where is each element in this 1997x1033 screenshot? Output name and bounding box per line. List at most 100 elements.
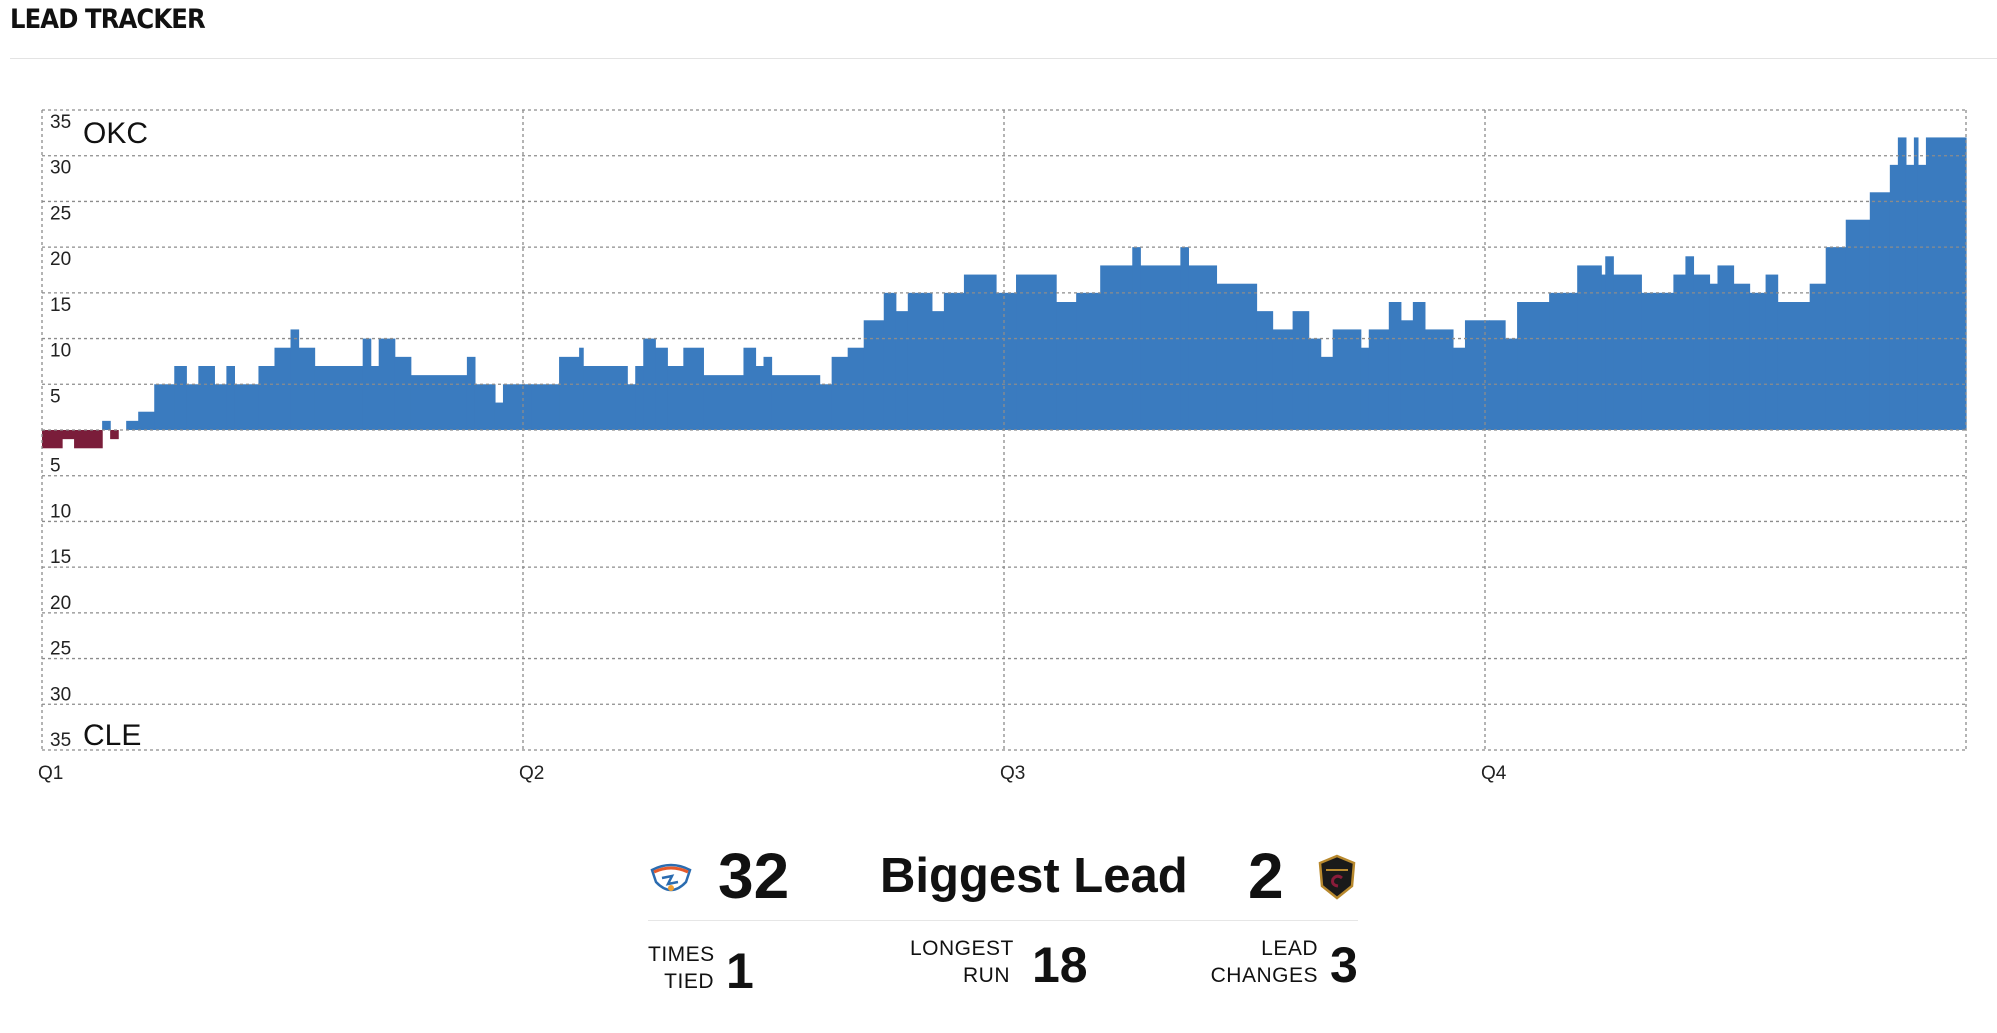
lead-segment-away: [62, 430, 75, 440]
lead-segment-home: [1889, 164, 1899, 431]
lead-segment-home: [1489, 320, 1506, 430]
y-tick-label: 35: [50, 112, 71, 133]
lead-segment-home: [378, 338, 396, 430]
lead-segment-home: [1332, 329, 1362, 430]
lead-changes-value: 3: [1330, 937, 1358, 993]
lead-segment-home: [1368, 329, 1390, 430]
times-tied-label: TIMES TIED: [648, 943, 715, 993]
y-tick-label: 30: [50, 684, 71, 705]
lead-segment-home: [655, 347, 668, 430]
title-divider: [10, 58, 1997, 59]
y-tick-label: 5: [50, 456, 61, 477]
lead-segment-home: [1360, 347, 1370, 430]
biggest-lead-label: Biggest Lead: [880, 849, 1188, 903]
lead-segment-home: [907, 292, 933, 430]
lead-segment-home: [667, 366, 684, 430]
lead-segment-home: [1400, 320, 1414, 430]
lead-segment-home: [943, 292, 965, 430]
y-tick-label: 15: [50, 295, 71, 316]
lead-segment-home: [627, 384, 636, 430]
lead-segment-home: [198, 366, 215, 430]
x-tick-label: Q4: [1481, 763, 1507, 784]
lead-segment-home: [1076, 292, 1101, 430]
lead-segment-home: [226, 366, 235, 430]
biggest-lead-away: 2: [1248, 840, 1284, 912]
lead-segment-home: [1016, 274, 1057, 430]
lead-segment-home: [298, 347, 316, 430]
game-stats: 32 Biggest Lead 2 TIMES TIED 1 LONGEST R…: [648, 836, 1358, 1001]
lead-segment-home: [1777, 302, 1811, 430]
y-tick-label: 5: [50, 386, 61, 407]
lead-segment-home: [1693, 274, 1711, 430]
lead-segment-home: [771, 375, 821, 430]
x-tick-label: Q1: [38, 763, 63, 784]
page-title: LEAD TRACKER: [10, 4, 206, 35]
lead-segment-home: [1412, 302, 1426, 430]
lead-segment-home: [635, 366, 644, 430]
lead-segment-home: [1673, 274, 1687, 430]
lead-segment-home: [1216, 283, 1258, 430]
lead-segment-home: [314, 366, 364, 430]
lead-segment-away: [110, 430, 119, 440]
lead-segment-home: [1505, 338, 1518, 430]
lead-segment-home: [502, 384, 532, 430]
lead-segment-home: [1424, 329, 1454, 430]
stats-divider: [648, 920, 1358, 921]
y-tick-label: 10: [50, 501, 71, 522]
lead-segment-home: [931, 311, 945, 430]
lead-segment-home: [847, 347, 865, 430]
times-tied-value: 1: [726, 943, 754, 999]
lead-segment-home: [1733, 283, 1751, 430]
lead-segment-home: [494, 402, 504, 430]
thunder-logo-icon[interactable]: [648, 854, 694, 900]
lead-segment-home: [763, 356, 773, 430]
lead-segment-home: [102, 420, 111, 430]
longest-run-label: LONGEST RUN: [910, 937, 1014, 987]
lead-segment-home: [743, 347, 757, 430]
secondary-stats-row: TIMES TIED 1 LONGEST RUN 18 LEAD CHANGES…: [648, 921, 1358, 1001]
lead-segment-home: [1749, 292, 1767, 430]
lead-segment-home: [1292, 311, 1310, 430]
lead-segment-home: [1913, 137, 1919, 430]
lead-segment-home: [1517, 302, 1550, 430]
lead-segment-home: [531, 384, 560, 430]
team-label-bottom: CLE: [83, 719, 141, 752]
lead-segment-away: [42, 430, 63, 449]
lead-segment-home: [370, 366, 380, 430]
lead-segment-home: [174, 366, 187, 430]
lead-segment-home: [831, 356, 849, 430]
cavaliers-logo-icon[interactable]: [1314, 854, 1360, 900]
lead-segment-home: [1605, 256, 1614, 430]
team-label-top: OKC: [83, 117, 148, 150]
lead-segment-home: [1464, 320, 1490, 430]
y-axis-ticks: 35 30 25 20 15 10 5 5 10 15 20 25 30 35: [50, 112, 71, 751]
lead-segment-home: [1845, 219, 1871, 430]
lead-segment-home: [583, 366, 628, 430]
lead-segment-home: [1256, 311, 1274, 430]
lead-segment-home: [883, 292, 897, 430]
lead-segment-home: [1897, 137, 1907, 430]
lead-segment-home: [410, 375, 468, 430]
x-tick-label: Q3: [1000, 763, 1025, 784]
lead-segment-home: [1320, 356, 1334, 430]
y-tick-label: 20: [50, 249, 71, 270]
lead-segment-home: [1549, 292, 1578, 430]
lead-segment-home: [474, 384, 496, 430]
lead-segment-home: [559, 356, 580, 430]
lead-segment-home: [274, 347, 292, 430]
lead-segment-home: [995, 292, 1017, 430]
y-tick-label: 20: [50, 593, 71, 614]
lead-segment-home: [1272, 329, 1294, 430]
longest-run-value: 18: [1032, 937, 1088, 993]
lead-segment-home: [819, 384, 833, 430]
lead-segment-home: [1717, 265, 1735, 430]
x-tick-label: Q2: [519, 763, 544, 784]
lead-segment-home: [1577, 265, 1602, 430]
lead-changes-label: LEAD CHANGES: [1210, 937, 1318, 987]
lead-segment-home: [290, 329, 300, 430]
lead-segment-home: [1601, 274, 1606, 430]
lead-segment-home: [186, 384, 199, 430]
lead-segment-home: [394, 356, 412, 430]
lead-segment-home: [154, 384, 175, 430]
